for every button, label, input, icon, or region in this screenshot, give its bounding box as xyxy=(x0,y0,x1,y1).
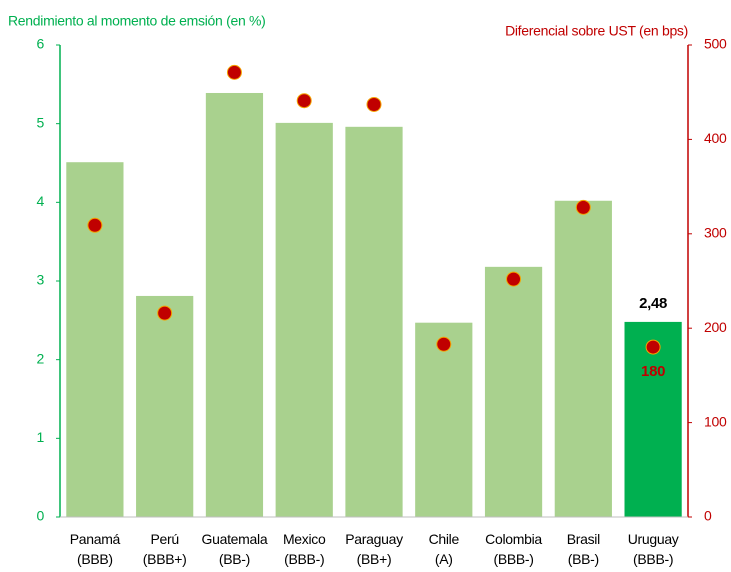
bar xyxy=(205,92,264,517)
y2-tick-label: 300 xyxy=(704,225,727,241)
x-tick-label: Mexico (BBB-) xyxy=(283,531,326,567)
bar xyxy=(66,162,124,518)
x-tick-label: Brasil (BB-) xyxy=(567,531,600,567)
dot xyxy=(436,336,452,352)
y2-tick-label: 500 xyxy=(704,36,727,52)
y-tick-label: 6 xyxy=(37,36,45,52)
dot xyxy=(157,305,173,321)
dot xyxy=(506,271,522,287)
dot xyxy=(366,96,382,112)
dot xyxy=(226,64,242,80)
x-tick-label: Panamá (BBB) xyxy=(70,531,121,567)
y2-tick-label: 100 xyxy=(704,413,727,429)
y-tick-label: 2 xyxy=(37,350,45,366)
x-tick-label: Perú (BBB+) xyxy=(143,531,187,567)
bar xyxy=(275,122,333,517)
dot xyxy=(87,217,103,233)
x-tick-label: Uruguay (BBB-) xyxy=(628,531,679,567)
y-tick-label: 3 xyxy=(37,272,45,288)
y2-axis-title: Diferencial sobre UST (en bps) xyxy=(505,23,688,39)
y-tick-label: 5 xyxy=(37,114,45,130)
y2-tick-label: 200 xyxy=(704,319,727,335)
bar-value-label: 2,48 xyxy=(639,295,667,312)
x-tick-label: Colombia (BBB-) xyxy=(485,531,542,567)
dot xyxy=(296,93,312,109)
bar xyxy=(554,200,612,517)
y-tick-label: 4 xyxy=(37,193,45,209)
bar xyxy=(484,266,543,517)
y2-tick-label: 400 xyxy=(704,130,727,146)
x-tick-label: Paraguay (BB+) xyxy=(345,531,403,567)
y-tick-label: 0 xyxy=(37,508,45,524)
dot xyxy=(645,339,661,355)
bar xyxy=(345,126,403,518)
bar xyxy=(136,295,194,517)
x-tick-label: Guatemala (BB-) xyxy=(202,531,268,567)
dot xyxy=(575,199,591,215)
y2-tick-label: 0 xyxy=(704,508,712,524)
y-tick-label: 1 xyxy=(37,429,45,445)
dot-value-label: 180 xyxy=(641,363,665,380)
bar xyxy=(415,322,473,517)
y-axis-title: Rendimiento al momento de emsión (en %) xyxy=(8,13,266,29)
x-tick-label: Chile (A) xyxy=(429,531,460,567)
